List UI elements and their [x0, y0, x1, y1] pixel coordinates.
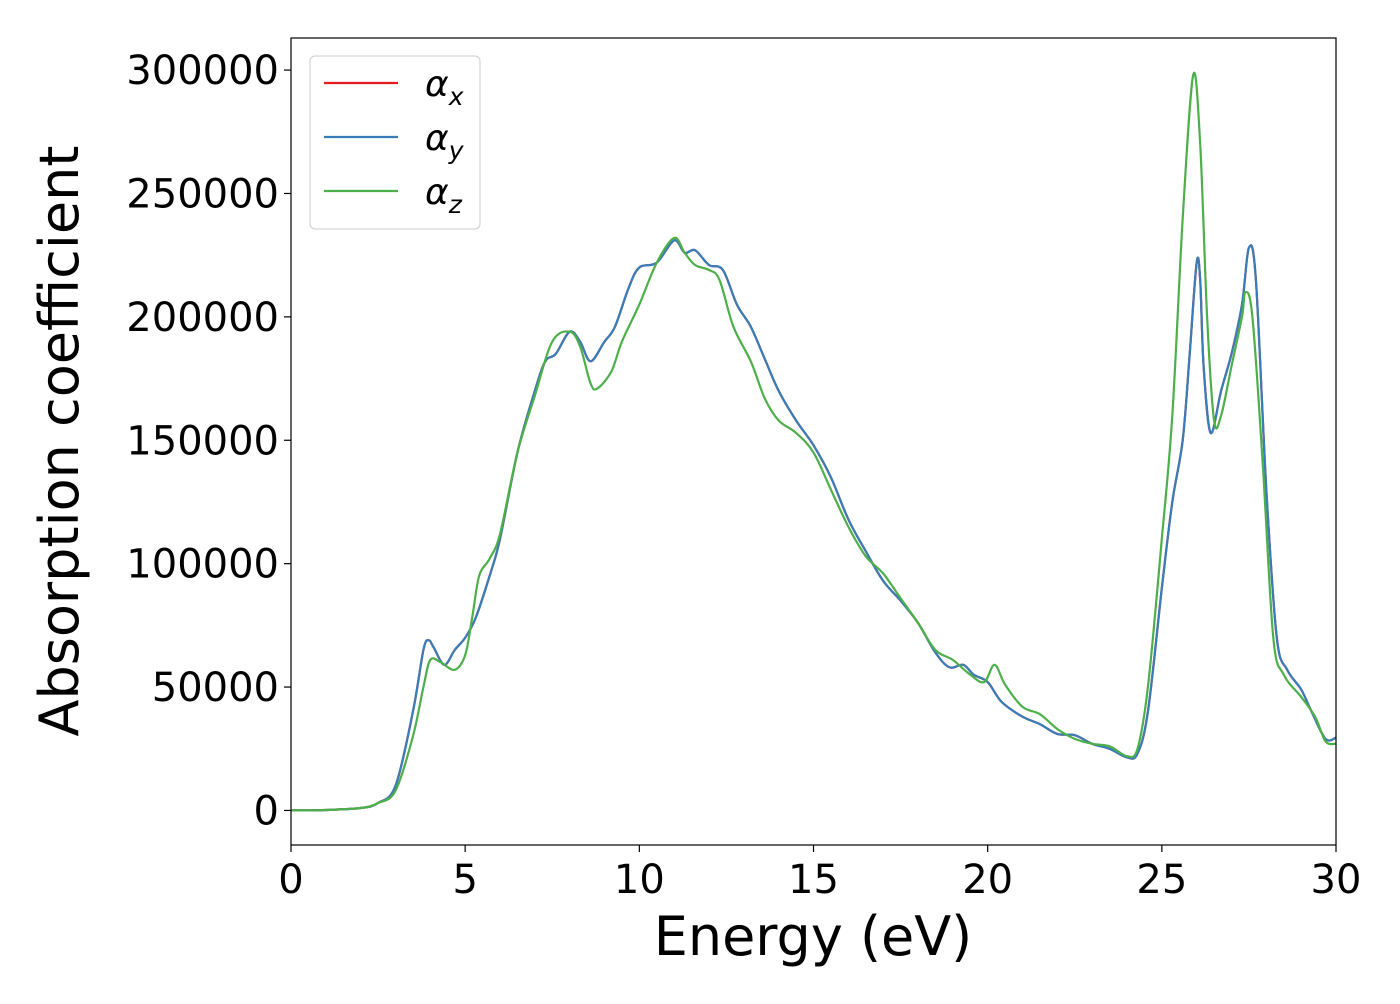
y-tick-label: 200000 [126, 295, 279, 341]
x-tick-label: 20 [962, 857, 1013, 903]
series-line-1 [290, 239, 1337, 812]
legend: αx αy αz [309, 55, 481, 230]
y-axis-label: Absorption coefficient [28, 146, 91, 737]
x-tick-label: 10 [614, 857, 665, 903]
series-line-2 [290, 71, 1337, 812]
plot-frame [290, 37, 1337, 846]
series-lines [290, 71, 1337, 812]
x-tick-label: 5 [452, 857, 477, 903]
legend-label: αx [425, 64, 464, 111]
x-tick-label: 25 [1136, 857, 1187, 903]
x-tick-label: 0 [278, 857, 303, 903]
y-tick-label: 50000 [152, 665, 279, 711]
x-axis-ticks: 0 5 10 15 20 25 30 [278, 845, 1361, 903]
y-tick-label: 150000 [126, 418, 279, 464]
legend-label: αz [425, 172, 463, 219]
series-line-0 [290, 239, 1337, 812]
y-tick-label: 250000 [126, 171, 279, 217]
legend-frame [309, 55, 481, 230]
y-tick-label: 100000 [126, 542, 279, 588]
y-axis-ticks: 0 50000 100000 150000 200000 250000 300000 [126, 48, 291, 834]
x-axis-label: Energy (eV) [654, 905, 973, 968]
legend-label: αy [425, 118, 465, 165]
x-tick-label: 15 [788, 857, 839, 903]
x-tick-label: 30 [1311, 857, 1362, 903]
y-tick-label: 300000 [126, 48, 279, 94]
y-tick-label: 0 [254, 788, 279, 834]
